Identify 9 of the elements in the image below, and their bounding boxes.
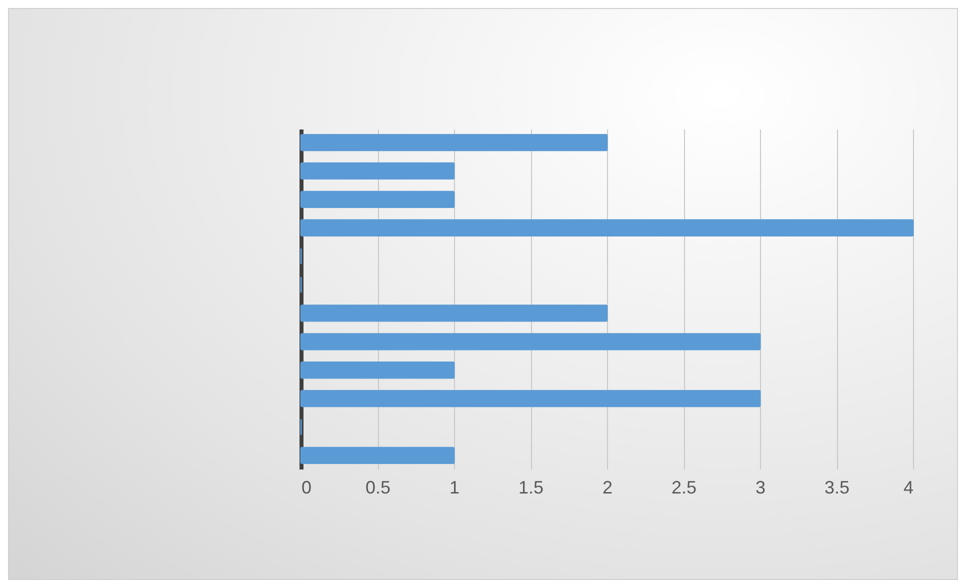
x-tick-label: 0: [302, 478, 312, 498]
x-tick-label: 4: [903, 478, 914, 498]
x-tick-label: 3: [755, 478, 766, 498]
x-tick-label: 1: [449, 478, 460, 498]
x-tick-label: 2: [602, 478, 613, 498]
x-tick-label: 1.5: [518, 478, 544, 498]
x-tick-label: 0.5: [365, 478, 391, 498]
x-tick-label: 2.5: [671, 478, 697, 498]
x-tick-label: 3.5: [824, 478, 850, 498]
